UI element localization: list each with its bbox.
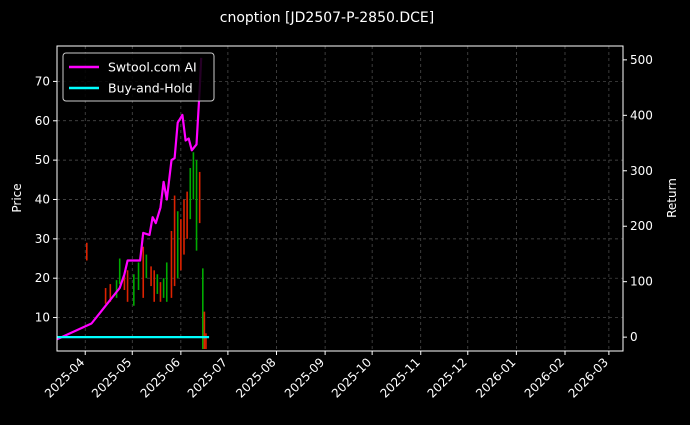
legend: Swtool.com AI Buy-and-Hold [62, 52, 215, 102]
candles [85, 152, 207, 350]
y-tick-label-left: 70 [35, 74, 50, 88]
y-axis-label-left: Price [10, 183, 24, 212]
legend-box [62, 52, 215, 102]
y-tick-label-right: 400 [630, 108, 653, 122]
y-axis-label-right: Return [665, 178, 679, 218]
y-tick-label-left: 50 [35, 153, 50, 167]
series [56, 57, 210, 341]
y-tick-label-right: 300 [630, 164, 653, 178]
y-tick-label-right: 200 [630, 219, 653, 233]
y-tick-label-right: 0 [630, 330, 638, 344]
y-tick-label-left: 10 [35, 311, 50, 325]
legend-label-buyhold: Buy-and-Hold [108, 81, 193, 96]
y-tick-label-left: 40 [35, 192, 50, 206]
y-tick-label-left: 30 [35, 232, 50, 246]
series-line-strategy [56, 57, 203, 341]
chart-title: cnoption [JD2507-P-2850.DCE] [220, 10, 434, 26]
legend-label-strategy: Swtool.com AI [108, 60, 197, 75]
y-tick-label-right: 100 [630, 275, 653, 289]
y-tick-label-right: 500 [630, 53, 653, 67]
y-tick-label-left: 60 [35, 114, 50, 128]
y-tick-label-left: 20 [35, 271, 50, 285]
grid [57, 46, 623, 351]
plot-frame [56, 45, 624, 352]
